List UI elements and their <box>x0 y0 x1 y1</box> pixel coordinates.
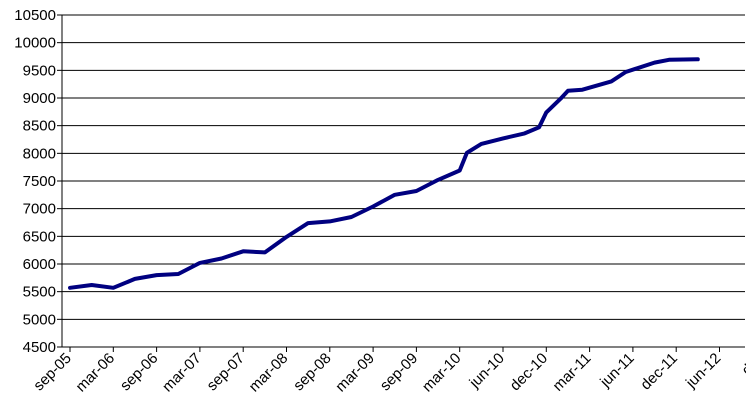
x-tick-label: dec-10 <box>507 350 551 394</box>
x-tick-label: sep-05 <box>30 350 74 394</box>
x-tick-label: dec-11 <box>637 350 681 394</box>
x-tick-label: mar-06 <box>73 350 119 396</box>
y-tick-label: 8000 <box>23 145 56 162</box>
x-tick-label: dec <box>739 349 746 378</box>
x-tick-label: mar-10 <box>419 350 465 396</box>
x-tick-label: sep-07 <box>204 350 248 394</box>
y-tick-label: 6000 <box>23 256 56 273</box>
y-tick-label: 8500 <box>23 118 56 135</box>
axes <box>57 14 745 352</box>
y-tick-label: 10000 <box>14 35 56 52</box>
y-tick-label: 6500 <box>23 228 56 245</box>
y-tick-labels: 4500 5000 5500 6000 6500 7000 7500 8000 8500 9000… <box>14 7 56 356</box>
x-tick-label: mar-07 <box>159 350 205 396</box>
x-tick-label: mar-09 <box>332 350 378 396</box>
y-tick-label: 9500 <box>23 62 56 79</box>
x-tick-label: sep-08 <box>290 350 334 394</box>
series <box>68 57 700 290</box>
y-tick-label: 5000 <box>23 311 56 328</box>
x-tick-label: sep-09 <box>377 350 421 394</box>
y-tick-label: 10500 <box>14 7 56 24</box>
y-tick-label: 9000 <box>23 90 56 107</box>
x-tick-label: jun-10 <box>466 350 508 392</box>
x-tick-label: sep-06 <box>117 350 161 394</box>
x-tick-label: mar-08 <box>246 350 292 396</box>
x-tick-label: jun-12 <box>682 350 724 392</box>
y-tick-label: 7500 <box>23 173 56 190</box>
y-tick-label: 4500 <box>23 339 56 356</box>
x-tick-labels: sep-05mar-06sep-06mar-07sep-07mar-08sep-… <box>30 349 746 395</box>
y-tick-label: 5500 <box>23 284 56 301</box>
series-line-0 <box>68 57 700 290</box>
y-tick-label: 7000 <box>23 201 56 218</box>
x-tick-label: mar-11 <box>550 350 595 395</box>
grid-lines <box>62 14 745 348</box>
x-tick-label: jun-11 <box>596 350 637 391</box>
